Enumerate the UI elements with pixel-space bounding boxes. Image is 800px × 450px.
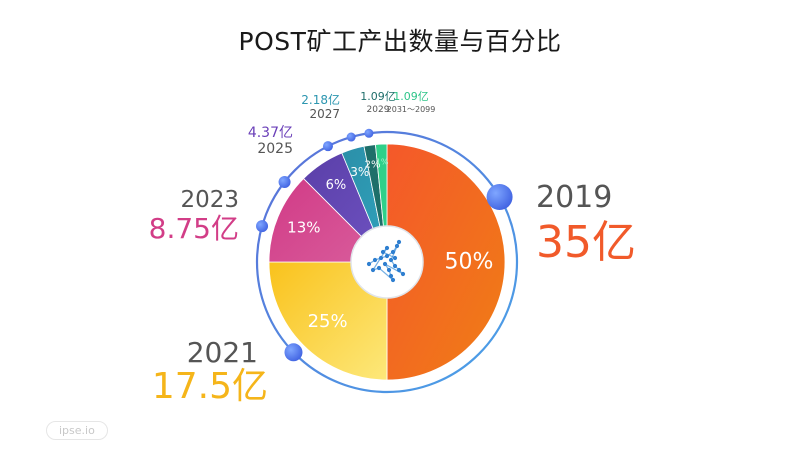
amount-label-2019: 35亿 — [536, 217, 636, 268]
marker-dot-2027 — [322, 141, 333, 152]
percent-label-2027: 3% — [350, 165, 369, 179]
year-label-2023: 2023 — [180, 187, 239, 213]
chart-title: POST矿工产出数量与百分比 — [238, 27, 562, 56]
percent-label-2025: 6% — [326, 178, 347, 193]
marker-dot-2025 — [278, 175, 291, 188]
amount-label-2027: 2.18亿 — [301, 92, 340, 107]
percent-label-2023: 13% — [287, 219, 320, 237]
network-logo-icon — [366, 239, 406, 283]
marker-dot-2021 — [284, 343, 303, 362]
amount-label-2023: 8.75亿 — [149, 212, 239, 245]
percent-label-2021: 25% — [308, 311, 348, 332]
watermark-logo: ipse.io — [46, 421, 108, 440]
outer-ring — [255, 130, 519, 394]
marker-dot-2029 — [346, 132, 356, 142]
year-label-2021: 2021 — [187, 336, 258, 369]
amount-label-2029: 1.09亿 — [360, 90, 396, 103]
center-disc — [350, 225, 424, 299]
year-label-2019: 2019 — [536, 180, 612, 215]
marker-dot-2031～2099 — [364, 128, 374, 138]
marker-dot-2019 — [486, 184, 513, 210]
percent-label-2019: 50% — [445, 250, 494, 275]
amount-label-2031～2099: 1.09亿 — [393, 90, 429, 103]
marker-dot-2023 — [256, 220, 269, 233]
year-label-2031～2099: 2031～2099 — [387, 105, 436, 114]
percent-label-2029: 2% — [365, 160, 381, 171]
amount-label-2021: 17.5亿 — [152, 366, 268, 407]
year-label-2025: 2025 — [257, 141, 293, 157]
year-label-2027: 2027 — [309, 107, 340, 121]
year-label-2029: 2029 — [367, 105, 390, 115]
amount-label-2025: 4.37亿 — [248, 125, 293, 141]
percent-label-2031～2099: 1% — [376, 158, 389, 167]
